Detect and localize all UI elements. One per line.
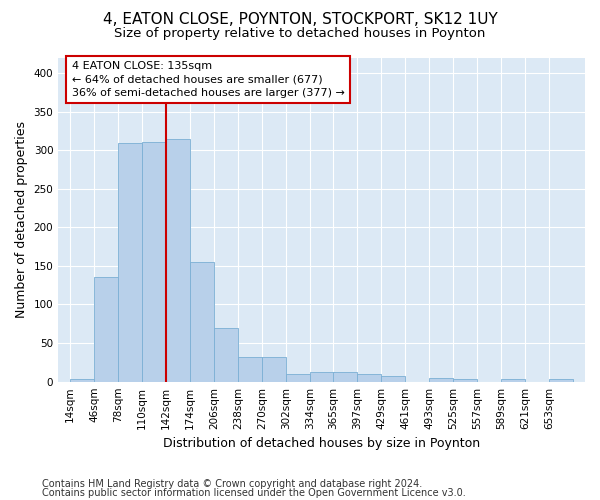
Bar — [214, 328, 238, 382]
Text: Contains public sector information licensed under the Open Government Licence v3: Contains public sector information licen… — [42, 488, 466, 498]
Bar — [310, 372, 334, 382]
Text: 4, EATON CLOSE, POYNTON, STOCKPORT, SK12 1UY: 4, EATON CLOSE, POYNTON, STOCKPORT, SK12… — [103, 12, 497, 28]
Text: 4 EATON CLOSE: 135sqm
← 64% of detached houses are smaller (677)
36% of semi-det: 4 EATON CLOSE: 135sqm ← 64% of detached … — [71, 62, 344, 98]
Bar — [190, 262, 214, 382]
Bar — [550, 380, 573, 382]
Bar — [94, 276, 118, 382]
Text: Size of property relative to detached houses in Poynton: Size of property relative to detached ho… — [115, 28, 485, 40]
Bar — [430, 378, 453, 382]
Bar — [334, 372, 357, 382]
Bar — [286, 374, 310, 382]
Bar — [358, 374, 381, 382]
Y-axis label: Number of detached properties: Number of detached properties — [15, 121, 28, 318]
Bar — [70, 378, 94, 382]
Bar — [238, 357, 262, 382]
Text: Contains HM Land Registry data © Crown copyright and database right 2024.: Contains HM Land Registry data © Crown c… — [42, 479, 422, 489]
Bar — [502, 380, 525, 382]
Bar — [454, 380, 477, 382]
X-axis label: Distribution of detached houses by size in Poynton: Distribution of detached houses by size … — [163, 437, 480, 450]
Bar — [118, 143, 142, 382]
Bar — [166, 138, 190, 382]
Bar — [382, 376, 405, 382]
Bar — [142, 142, 166, 382]
Bar — [262, 357, 286, 382]
